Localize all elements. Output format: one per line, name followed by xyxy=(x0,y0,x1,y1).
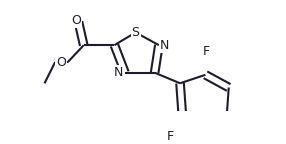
Text: F: F xyxy=(202,45,209,58)
Text: O: O xyxy=(71,14,81,27)
Text: N: N xyxy=(114,66,124,79)
Text: S: S xyxy=(132,26,140,39)
Text: N: N xyxy=(160,39,169,52)
Text: O: O xyxy=(56,56,66,69)
Text: F: F xyxy=(166,130,174,143)
